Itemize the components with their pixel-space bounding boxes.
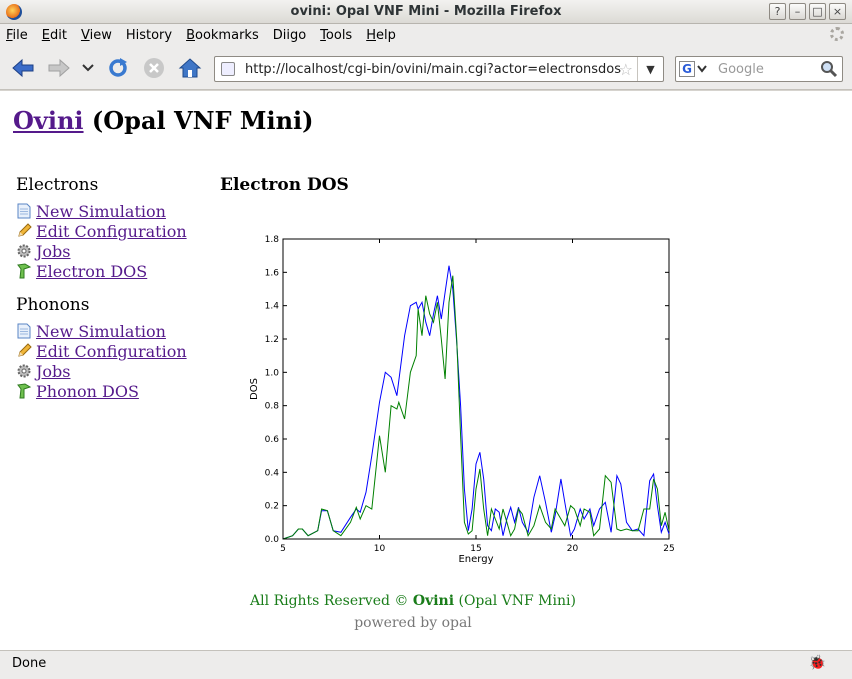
reload-button[interactable] [105,55,131,81]
y-tick-label: 1.6 [265,268,280,278]
gear-icon [17,364,31,378]
sidebar-section-phonons: Phonons New Simulation Edit Configuratio… [16,295,216,401]
url-history-dropdown[interactable]: ▼ [637,57,663,81]
home-icon [178,58,202,78]
bug-icon[interactable]: 🐞 [808,655,826,671]
window-titlebar: ovini: Opal VNF Mini - Mozilla Firefox ?… [0,0,852,24]
document-icon [17,203,31,219]
y-tick-label: 0.2 [265,502,279,512]
sidebar-heading-electrons: Electrons [16,175,99,195]
window-controls: ? – □ × [769,3,846,20]
sidebar-item-phonons-new-simulation[interactable]: New Simulation [16,321,216,341]
sidebar-item-phonon-dos[interactable]: Phonon DOS [16,381,216,401]
forward-button[interactable] [46,55,72,81]
y-tick-label: 0.0 [265,535,280,545]
sidebar-item-phonons-jobs[interactable]: Jobs [16,361,216,381]
stop-button[interactable] [141,55,167,81]
search-box[interactable]: G Google [675,56,843,82]
sidebar-item-electrons-new-simulation[interactable]: New Simulation [16,201,216,221]
pencil-icon [18,343,32,357]
flag-icon [17,263,32,279]
status-bar: Done 🐞 [0,650,852,679]
stop-icon [144,58,164,78]
x-axis-label: Energy [458,554,493,565]
minimize-window-button[interactable]: – [789,3,806,20]
menu-file[interactable]: File [6,27,28,43]
sidebar-item-electron-dos[interactable]: Electron DOS [16,261,216,281]
sidebar: Electrons New Simulation Edit Configurat… [16,175,216,415]
menu-help[interactable]: Help [366,27,396,43]
page-favicon-icon [221,62,235,76]
menu-view[interactable]: View [80,27,112,43]
y-tick-label: 0.4 [265,468,280,478]
search-engine-selector[interactable]: G [679,60,713,78]
search-icon[interactable] [820,60,838,78]
menu-edit[interactable]: Edit [41,27,67,43]
reload-icon [109,58,127,77]
electron-dos-chart: 5 10 15 20 25 0.0 0.2 0.4 0.6 0.8 1.0 1.2 1.4 1.6 1.8 E… [249,235,675,565]
x-tick-label: 15 [470,544,481,554]
chevron-down-icon [697,65,707,73]
footer-rights: All Rights Reserved © Ovini (Opal VNF Mi… [250,593,576,609]
main-heading: Electron DOS [220,175,349,195]
sidebar-item-electrons-edit-configuration[interactable]: Edit Configuration [16,221,216,241]
footer-powered: powered by opal [354,615,472,631]
help-window-button[interactable]: ? [769,3,786,20]
back-arrow-icon [12,58,34,78]
chevron-down-icon [82,64,94,72]
sidebar-item-electrons-jobs[interactable]: Jobs [16,241,216,261]
search-input[interactable]: Google [718,62,764,77]
y-tick-label: 0.6 [265,435,280,445]
sidebar-item-phonons-edit-configuration[interactable]: Edit Configuration [16,341,216,361]
forward-arrow-icon [48,58,70,78]
page-title: Ovini (Opal VNF Mini) [13,106,314,135]
menu-bookmarks[interactable]: Bookmarks [186,27,259,43]
address-bar[interactable]: http://localhost/cgi-bin/ovini/main.cgi?… [214,56,664,82]
x-tick-label: 20 [567,544,579,554]
address-url[interactable]: http://localhost/cgi-bin/ovini/main.cgi?… [245,62,622,77]
y-tick-label: 1.4 [265,302,280,312]
flag-icon [17,383,32,399]
document-icon [17,323,31,339]
menu-history[interactable]: History [125,27,173,43]
gear-icon [17,244,31,258]
page-content: Ovini (Opal VNF Mini) Electrons New Simu… [0,91,852,650]
x-tick-label: 10 [374,544,386,554]
window-title: ovini: Opal VNF Mini - Mozilla Firefox [290,4,562,19]
y-tick-label: 1.2 [265,335,279,345]
history-dropdown-button[interactable] [78,55,98,81]
status-text: Done [12,656,47,671]
activity-throbber-icon [830,27,844,41]
menu-tools[interactable]: Tools [320,27,353,43]
page-title-suffix: (Opal VNF Mini) [91,106,314,135]
close-window-button[interactable]: × [829,3,846,20]
google-icon: G [679,61,695,77]
y-axis-label: DOS [249,378,260,400]
pencil-icon [18,223,32,237]
menu-diigo[interactable]: Diigo [272,27,307,43]
bookmark-star-icon[interactable]: ☆ [618,60,633,79]
y-tick-label: 1.8 [265,235,280,245]
sidebar-section-electrons: Electrons New Simulation Edit Configurat… [16,175,216,281]
navigation-toolbar: http://localhost/cgi-bin/ovini/main.cgi?… [0,46,852,90]
series-line-1 [282,275,670,540]
firefox-logo-icon [6,4,22,20]
series-line-0 [282,265,670,540]
home-button[interactable] [177,55,203,81]
back-button[interactable] [10,55,36,81]
menu-bar: File Edit View History Bookmarks Diigo T… [0,24,852,46]
maximize-window-button[interactable]: □ [809,3,826,20]
x-tick-label: 5 [280,544,286,554]
y-tick-label: 0.8 [265,402,280,412]
y-tick-label: 1.0 [265,368,280,378]
ovini-home-link[interactable]: Ovini [13,106,84,135]
x-tick-label: 25 [663,544,674,554]
sidebar-heading-phonons: Phonons [16,295,90,315]
